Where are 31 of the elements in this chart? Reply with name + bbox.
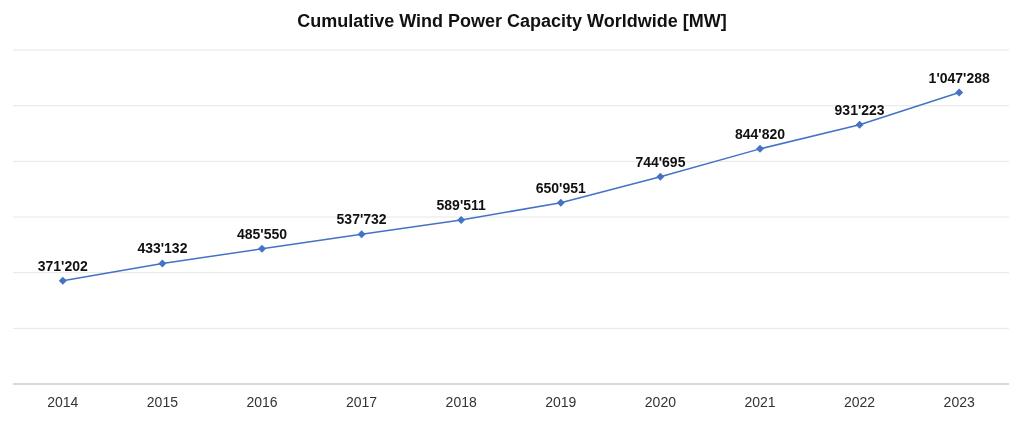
point bbox=[656, 172, 665, 181]
x-tick-label: 2015 bbox=[146, 394, 179, 410]
x-tick-label: 2014 bbox=[47, 394, 79, 410]
data-label: 589'511 bbox=[436, 196, 487, 213]
data-label: 433'132 bbox=[137, 240, 188, 257]
point bbox=[258, 244, 266, 253]
data-label: 744'695 bbox=[635, 153, 686, 170]
point bbox=[955, 88, 964, 97]
x-tick-label: 2017 bbox=[346, 394, 378, 410]
point bbox=[756, 144, 764, 153]
chart-title: Cumulative Wind Power Capacity Worldwide [MW] bbox=[297, 11, 727, 31]
data-label: 650'951 bbox=[535, 179, 587, 196]
x-tick-label: 2019 bbox=[545, 394, 577, 410]
point bbox=[158, 259, 167, 268]
data-label: 1'047'288 bbox=[928, 69, 990, 86]
point bbox=[855, 120, 864, 129]
x-tick-label: 2018 bbox=[445, 394, 477, 410]
x-tick-label: 2016 bbox=[246, 394, 278, 410]
x-tick-label: 2023 bbox=[943, 394, 975, 410]
x-tick-label: 2021 bbox=[744, 394, 776, 410]
data-label: 485'550 bbox=[236, 225, 288, 242]
point bbox=[457, 215, 466, 224]
point bbox=[357, 230, 366, 239]
data-label: 371'202 bbox=[37, 257, 89, 274]
data-label: 931'223 bbox=[834, 101, 885, 118]
x-tick-label: 2020 bbox=[644, 394, 677, 410]
data-label: 844'820 bbox=[734, 125, 786, 142]
data-label: 537'732 bbox=[336, 211, 387, 228]
point bbox=[58, 276, 67, 285]
x-tick-label: 2022 bbox=[844, 394, 876, 410]
point bbox=[556, 198, 565, 207]
